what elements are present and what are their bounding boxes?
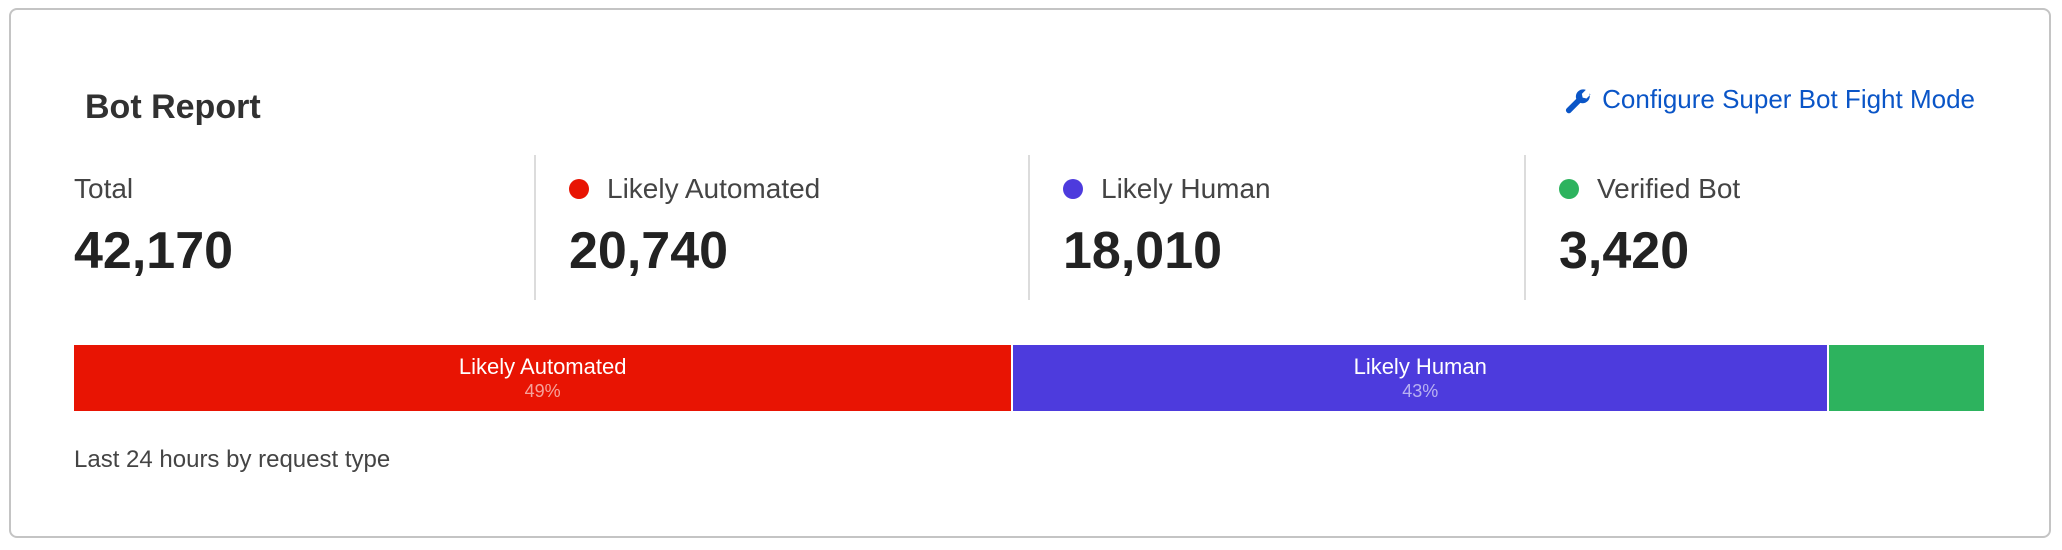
stat-label: Verified Bot bbox=[1597, 173, 1741, 204]
segment-percent: 49% bbox=[524, 381, 561, 401]
footer-caption: Last 24 hours by request type bbox=[74, 446, 391, 473]
divider bbox=[1524, 155, 1526, 300]
stat-value: 42,170 bbox=[74, 222, 234, 280]
segment-label: Likely Automated bbox=[458, 354, 627, 379]
stat-label: Likely Automated bbox=[607, 173, 821, 204]
segment-label: Likely Human bbox=[1353, 354, 1487, 379]
divider bbox=[534, 155, 536, 300]
stat-value: 18,010 bbox=[1063, 222, 1223, 280]
legend-dot-icon bbox=[1559, 179, 1579, 199]
bar-segment-likely-automated[interactable]: Likely Automated 49% bbox=[74, 345, 1014, 411]
stat-value: 20,740 bbox=[569, 222, 729, 280]
stat-label: Total bbox=[74, 173, 134, 204]
bar-segment-likely-human[interactable]: Likely Human 43% bbox=[1013, 345, 1830, 411]
card-title: Bot Report bbox=[85, 88, 261, 126]
bot-report-card: Bot Report Configure Super Bot Fight Mod… bbox=[9, 8, 2051, 538]
legend-dot-icon bbox=[569, 179, 589, 199]
stacked-bar: Likely Automated 49% Likely Human 43% bbox=[74, 345, 1984, 411]
stat-label: Likely Human bbox=[1101, 173, 1271, 204]
bar-segment-verified-bot[interactable] bbox=[1829, 345, 1984, 411]
configure-link-label: Configure Super Bot Fight Mode bbox=[1602, 84, 1975, 114]
wrench-icon bbox=[1566, 88, 1591, 113]
segment-percent: 43% bbox=[1402, 381, 1439, 401]
stat-value: 3,420 bbox=[1559, 222, 1690, 280]
divider bbox=[1028, 155, 1030, 300]
legend-dot-icon bbox=[1063, 179, 1083, 199]
configure-super-bot-fight-mode-link[interactable]: Configure Super Bot Fight Mode bbox=[1564, 84, 1975, 115]
